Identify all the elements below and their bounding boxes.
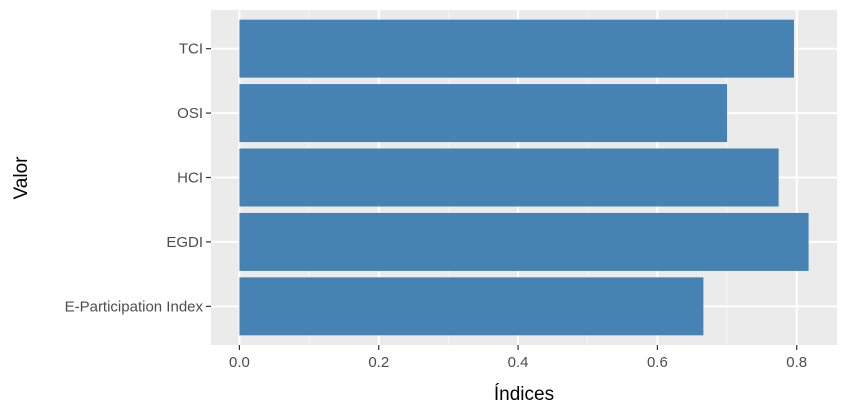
bar-osi xyxy=(239,84,728,143)
x-tick-label: 0.4 xyxy=(508,354,529,371)
x-tick-label: 0.2 xyxy=(368,354,389,371)
y-tick-label: HCI xyxy=(177,170,203,187)
y-tick-label: E-Participation Index xyxy=(65,298,204,315)
bar-egdi xyxy=(239,212,809,271)
y-tick-label: OSI xyxy=(177,105,203,122)
y-tick-label: EGDI xyxy=(166,234,203,251)
bar-tci xyxy=(239,19,794,78)
bar-hci xyxy=(239,148,779,207)
y-tick-label: TCI xyxy=(179,41,203,58)
x-tick-label: 0.6 xyxy=(647,354,668,371)
x-axis-ticks: 0.0 0.2 0.4 0.6 0.8 xyxy=(229,345,807,371)
y-axis-ticks: E-Participation Index EGDI HCI OSI TCI xyxy=(65,41,211,315)
bars xyxy=(239,19,809,336)
x-tick-label: 0.0 xyxy=(229,354,250,371)
x-axis-title: Índices xyxy=(494,384,554,405)
bar-e-participation-index xyxy=(239,277,704,336)
y-axis-title: Valor xyxy=(11,156,32,200)
x-tick-label: 0.8 xyxy=(786,354,807,371)
